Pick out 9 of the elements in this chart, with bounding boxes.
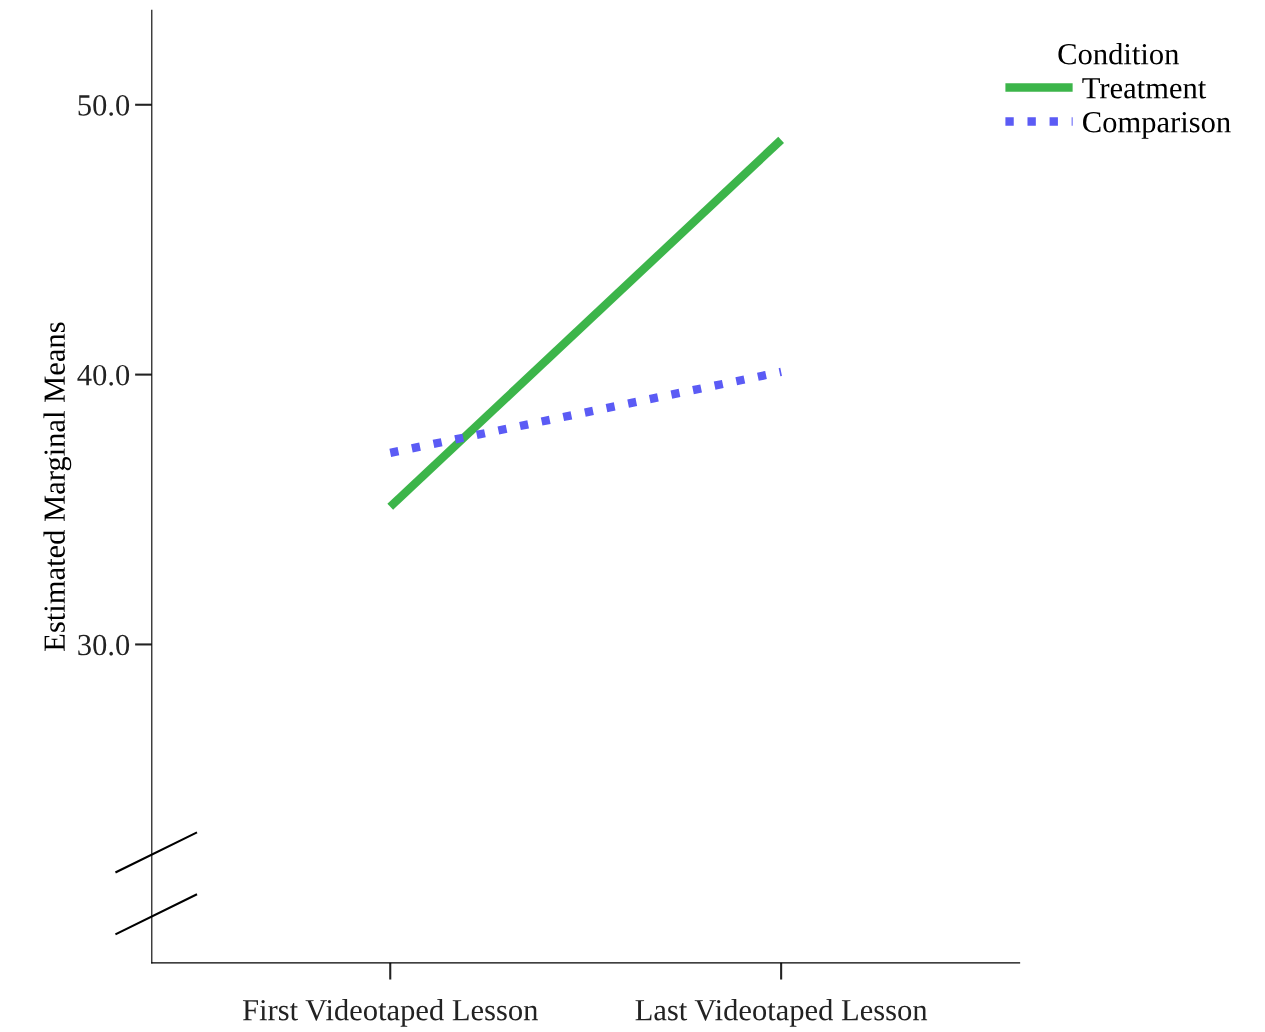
y-axis-title: Estimated Marginal Means <box>43 322 72 651</box>
legend-label: Comparison <box>1083 111 1231 139</box>
x-tick-label: Last Videotaped Lesson <box>635 998 928 1027</box>
x-tick-label: First Videotaped Lesson <box>242 998 538 1027</box>
legend-label: Treatment <box>1082 78 1207 99</box>
y-tick-label: 40.0 <box>77 364 130 386</box>
y-tick-label: 50.0 <box>78 95 130 116</box>
y-tick-label: 30.0 <box>78 634 130 656</box>
legend-title: Condition <box>1058 42 1179 65</box>
